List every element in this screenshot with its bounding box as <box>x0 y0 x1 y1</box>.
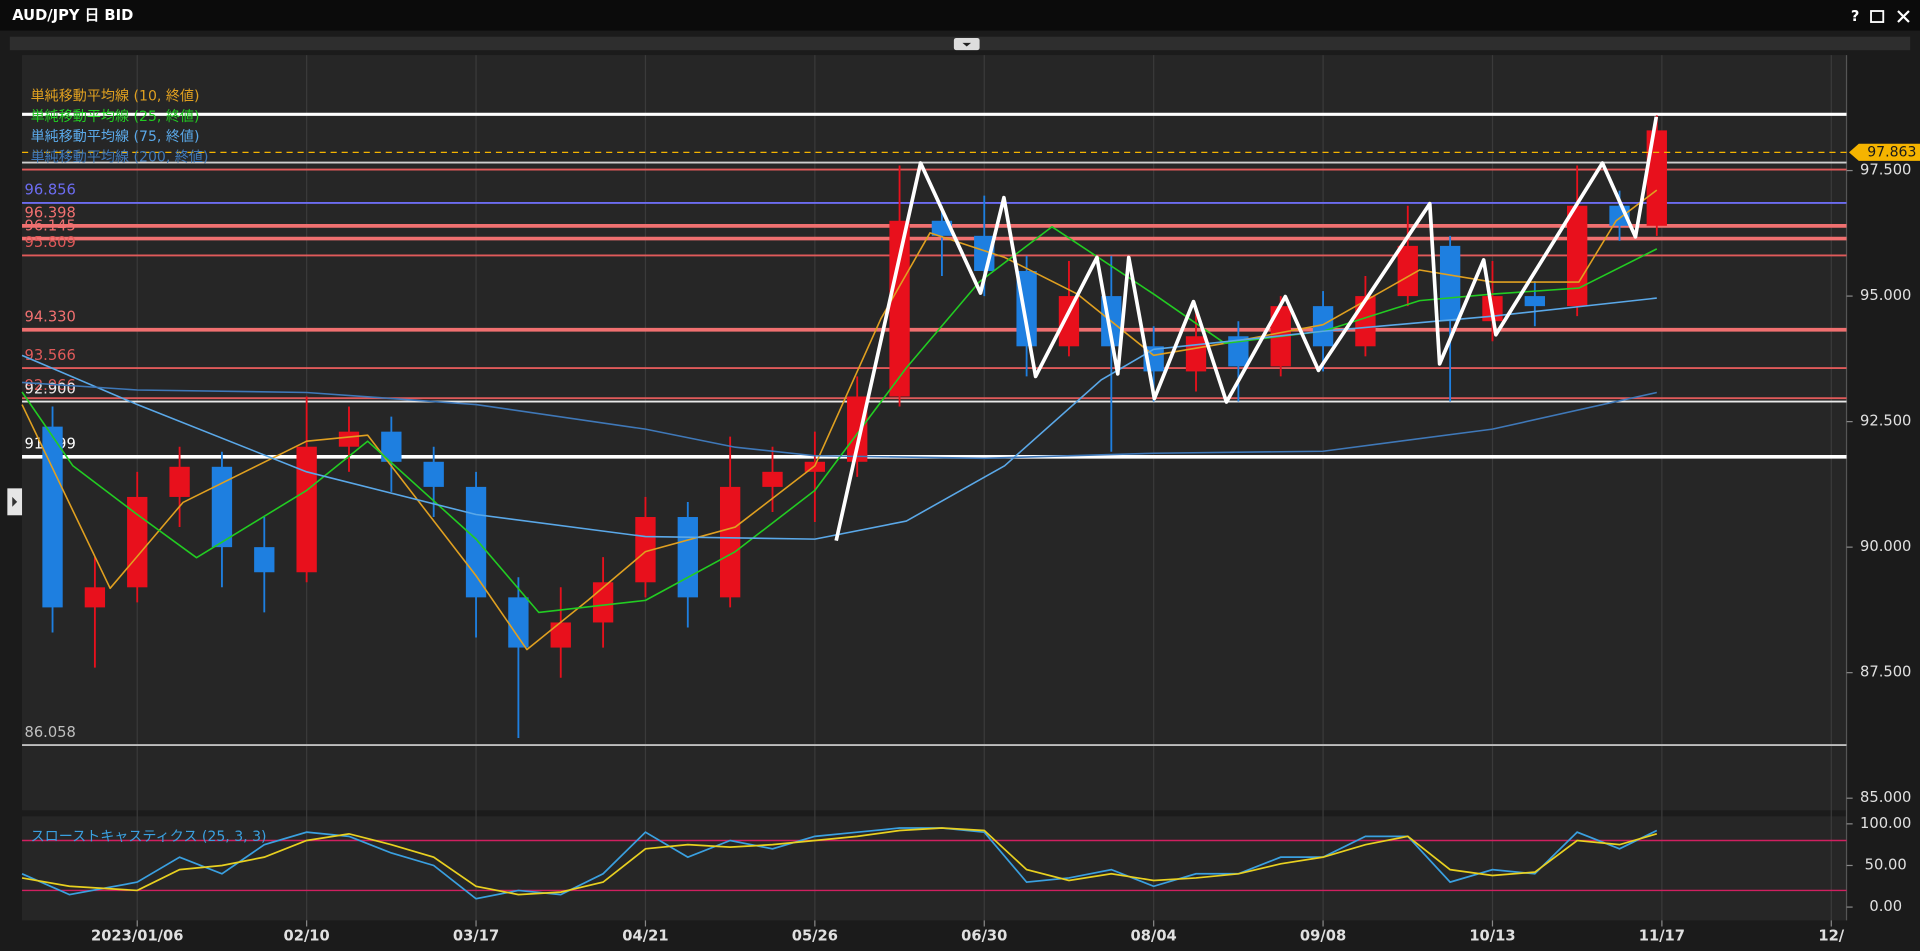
side-toggle-icon <box>12 496 18 507</box>
close-button[interactable] <box>1897 10 1910 23</box>
y-tick-label: 85.000 <box>1860 789 1911 806</box>
help-button[interactable]: ? <box>1851 8 1860 25</box>
candle-body <box>508 597 529 648</box>
ma-line <box>21 226 1658 614</box>
stoch-line <box>21 827 1658 896</box>
level-label: 96.145 <box>24 217 75 234</box>
legend-entry: 単純移動平均線 (25, 終値) <box>31 109 200 125</box>
x-tick-label: 2023/01/06 <box>91 927 184 944</box>
level-label: 96.856 <box>24 182 75 199</box>
candle-body <box>889 220 910 397</box>
level-label: 86.058 <box>24 724 75 741</box>
x-tick-label: 09/08 <box>1300 927 1346 944</box>
y-tick-label: 87.500 <box>1860 664 1911 681</box>
trend-line <box>834 116 1659 542</box>
candle-body <box>169 466 190 497</box>
candle-body <box>1646 130 1667 226</box>
candle-body <box>1312 306 1334 347</box>
candle-body <box>1397 245 1418 297</box>
level-label: 95.809 <box>24 234 75 251</box>
maximize-button[interactable] <box>1870 10 1885 23</box>
candle-body <box>296 446 317 573</box>
candle-body <box>1439 245 1461 322</box>
title-bar <box>0 0 1920 31</box>
legend-entry: 単純移動平均線 (75, 終値) <box>31 129 200 145</box>
stoch-legend: スローストキャスティクス (25, 3, 3) <box>31 829 267 845</box>
stoch-line <box>21 827 1658 900</box>
candle-body <box>211 466 233 548</box>
candle-body <box>423 461 444 487</box>
candle-body <box>1567 205 1588 307</box>
y-tick-label: 95.000 <box>1860 287 1911 304</box>
y-tick-label: 97.500 <box>1860 162 1911 179</box>
level-label: 94.330 <box>24 308 75 325</box>
candle-body <box>762 471 783 487</box>
stoch-plot <box>22 816 1847 921</box>
price-plot <box>22 55 1847 811</box>
legend-entry: 単純移動平均線 (200, 終値) <box>31 149 209 165</box>
y-tick-label: 100.00 <box>1860 815 1911 832</box>
candle-body <box>1228 336 1249 367</box>
level-label: 93.566 <box>24 347 75 364</box>
candle-body <box>381 431 402 462</box>
candle-body <box>550 622 571 648</box>
candle-body <box>1355 296 1376 347</box>
legend: 単純移動平均線 (10, 終値) 単純移動平均線 (25, 終値) 単純移動平均線 … <box>31 89 209 166</box>
last-price-label: 97.863 <box>1867 144 1916 160</box>
candle-body <box>804 461 826 472</box>
x-tick-label: 11/17 <box>1639 927 1685 944</box>
x-tick-label: 10/13 <box>1469 927 1515 944</box>
collapse-icon <box>962 42 972 47</box>
y-tick-label: 92.500 <box>1860 413 1911 430</box>
x-tick-label: 04/21 <box>622 927 668 944</box>
x-tick-label: 06/30 <box>961 927 1007 944</box>
ma-line <box>21 189 1658 651</box>
y-tick-label: 50.00 <box>1865 856 1907 873</box>
candle-body <box>847 396 868 462</box>
ma-line <box>21 297 1657 540</box>
y-tick-label: 0.00 <box>1869 898 1902 915</box>
candle-body <box>1524 296 1545 307</box>
candle-body <box>84 587 106 608</box>
candle-body <box>677 517 698 598</box>
candle-body <box>635 517 656 583</box>
x-tick-label: 05/26 <box>792 927 838 944</box>
candle-body <box>127 496 148 588</box>
ma-line <box>21 381 1657 460</box>
legend-entry: 単純移動平均線 (10, 終値) <box>31 89 200 105</box>
x-tick-label: 02/10 <box>284 927 330 944</box>
x-tick-label: 12/ <box>1818 927 1844 944</box>
x-tick-label: 08/04 <box>1131 927 1177 944</box>
candle-body <box>254 547 275 573</box>
x-tick-label: 03/17 <box>453 927 499 944</box>
candle-body <box>42 426 63 608</box>
candle-body <box>1058 296 1080 347</box>
last-price-tag <box>1848 143 1920 161</box>
candle-body <box>1185 336 1207 372</box>
y-tick-label: 90.000 <box>1860 538 1911 555</box>
stoch-chart: スローストキャスティクス (25, 3, 3) <box>21 827 1847 900</box>
candle-body <box>719 486 741 598</box>
window-title: AUD/JPY 日 BID <box>12 7 133 24</box>
level-label: 92.966 <box>24 377 75 394</box>
candle-body <box>338 431 360 447</box>
candle-body <box>465 486 487 598</box>
level-label: 96.398 <box>24 205 75 222</box>
